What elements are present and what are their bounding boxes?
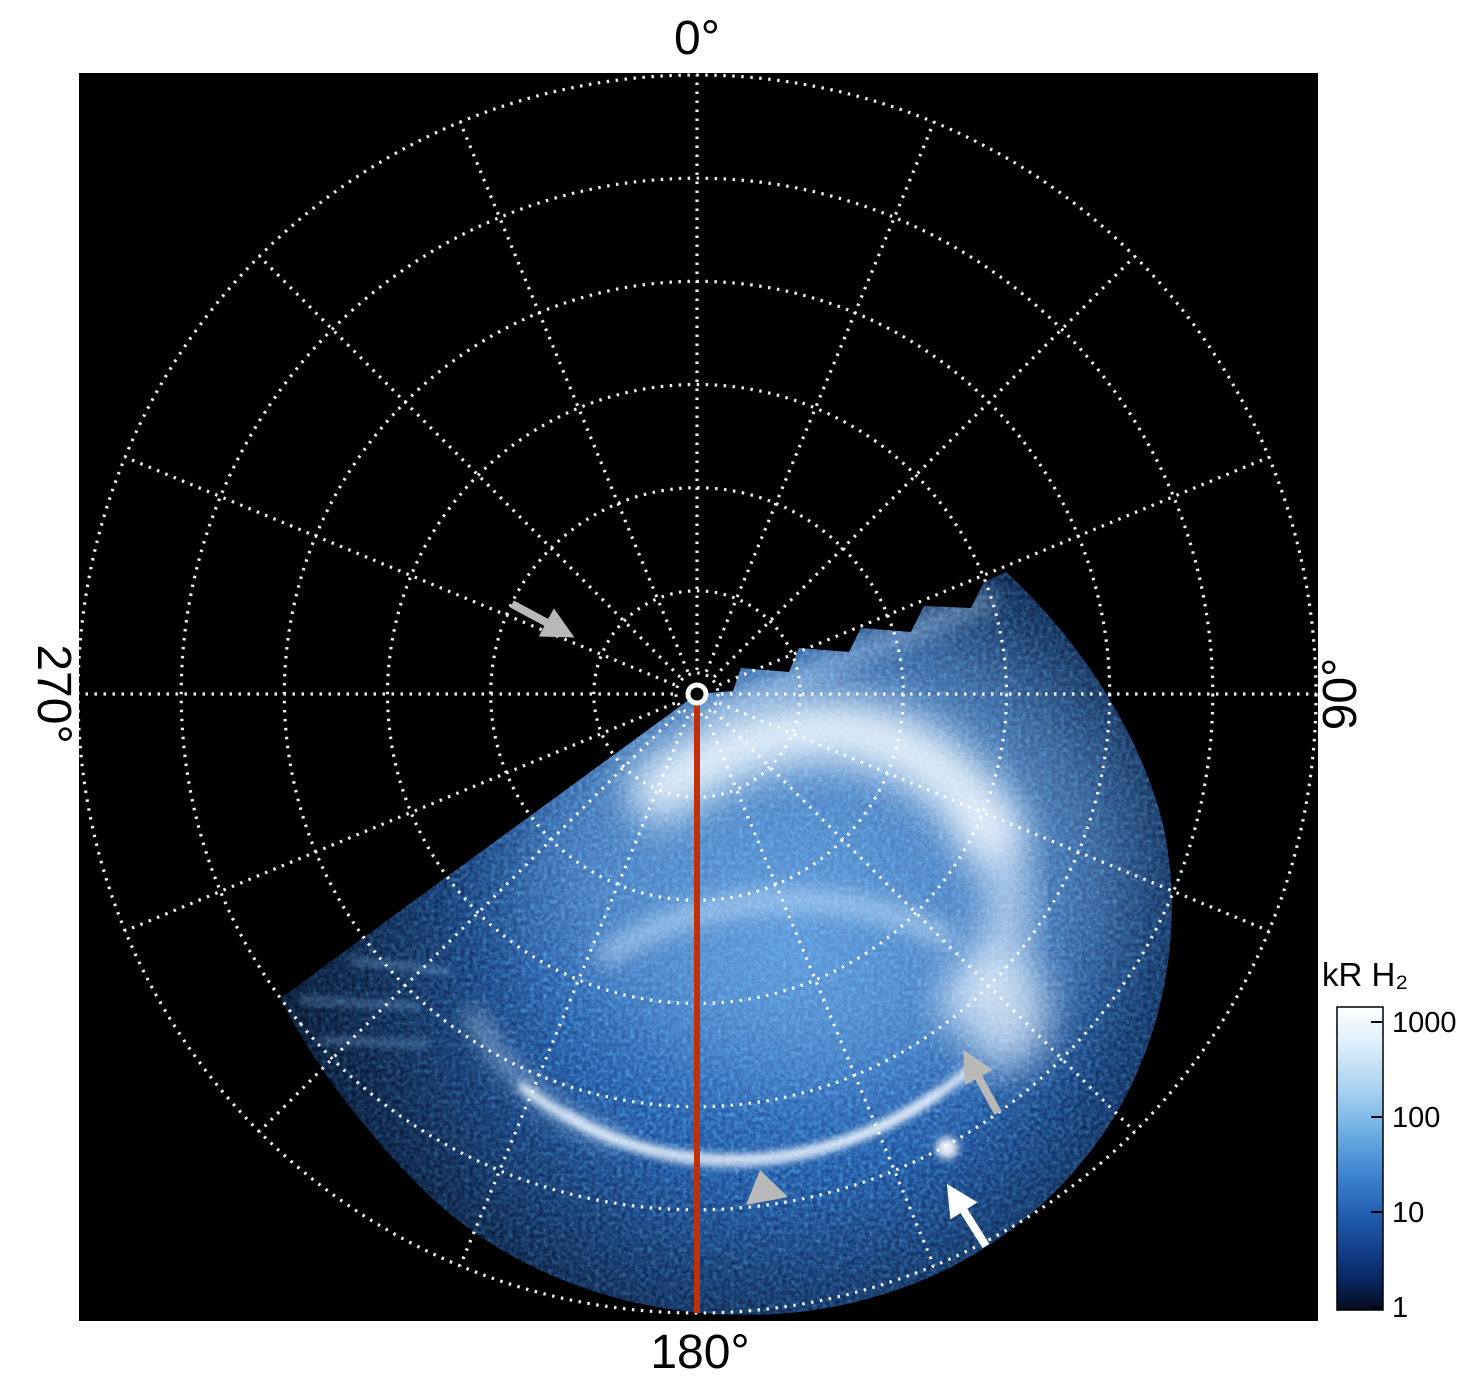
colorbar-tick-10: 10 [1392, 1197, 1424, 1229]
gray-arrow-right [963, 1049, 1002, 1115]
grid-radial-line [124, 701, 676, 933]
grid-radial-line [712, 709, 1136, 1133]
colorbar: kR H₂ 1000 100 10 1 [1322, 956, 1457, 1324]
angle-label-180: 180° [650, 1326, 749, 1379]
angle-label-0: 0° [674, 12, 720, 65]
colorbar-tick-100: 100 [1392, 1102, 1440, 1134]
gray-arrowhead-bottom [746, 1170, 788, 1205]
gray-arrow-upper-left [510, 600, 575, 638]
emission-bright-spot [936, 1137, 958, 1159]
grid-radial-line [458, 715, 690, 1267]
grid-radial-line [704, 715, 936, 1267]
grid-ring [385, 382, 1009, 1006]
emission-bright-patch-right [961, 954, 1049, 1070]
white-arrow-bottom-right [946, 1183, 990, 1249]
grid-radial-line [718, 701, 1270, 933]
grid-radial-line [124, 455, 676, 687]
pole-marker [685, 682, 709, 706]
emission-left-arc [462, 1005, 625, 1151]
grid-ring-inner [674, 671, 720, 717]
colorbar-tick-1: 1 [1392, 1292, 1408, 1324]
colorbar-title: kR H₂ [1322, 956, 1408, 993]
angle-label-270: 270° [27, 644, 80, 743]
grid-radial-line [718, 455, 1270, 687]
annotation-arrows [510, 600, 1002, 1249]
grid-radial-line [258, 255, 682, 679]
colorbar-tick-1000: 1000 [1392, 1007, 1457, 1039]
angle-label-90: 90° [1314, 658, 1367, 731]
grid-radial-line [712, 255, 1136, 679]
grid-radial-line [458, 121, 690, 673]
emission-left-streaks [299, 957, 451, 1047]
emission-terminator-fringe [701, 590, 999, 724]
emission-bright-arc-1 [629, 699, 1021, 861]
colorbar-gradient-bar [1336, 1006, 1384, 1311]
grid-ring [592, 589, 802, 799]
grid-radial-line [258, 709, 682, 1133]
grid-radial-line [704, 121, 936, 673]
